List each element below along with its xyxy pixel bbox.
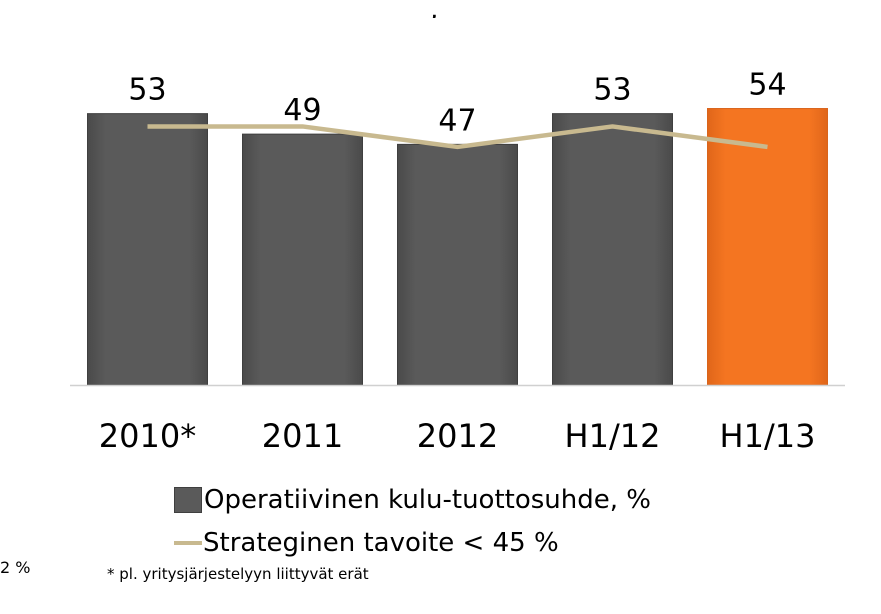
data-label-H1/12: 53 xyxy=(593,73,631,108)
bar-2011 xyxy=(242,133,363,386)
bar-H1/13 xyxy=(707,108,828,386)
category-label-H1/13: H1/13 xyxy=(720,417,816,455)
legend-item-bar: Operatiivinen kulu-tuottosuhde, % xyxy=(174,485,651,515)
category-label-2011: 2011 xyxy=(262,417,343,455)
legend-bar-swatch xyxy=(174,487,202,513)
data-label-2010*: 53 xyxy=(128,73,166,108)
chart: 53 2010* 49 2011 47 2012 53 H1/12 54 H1/13 xyxy=(70,68,845,455)
top-text-fragment: , xyxy=(430,0,439,18)
bar-2012 xyxy=(397,143,518,386)
category-label-2010*: 2010* xyxy=(99,417,196,455)
data-label-2012: 47 xyxy=(438,103,476,138)
legend-bar-label: Operatiivinen kulu-tuottosuhde, % xyxy=(204,485,651,515)
category-label-H1/12: H1/12 xyxy=(565,417,661,455)
legend-line-label: Strateginen tavoite < 45 % xyxy=(203,528,559,558)
bar-2010* xyxy=(87,113,208,386)
data-label-H1/13: 54 xyxy=(748,68,786,103)
data-label-2011: 49 xyxy=(283,93,321,128)
category-label-2012: 2012 xyxy=(417,417,498,455)
bar-H1/12 xyxy=(552,113,673,386)
left-edge-fragment: 2 % xyxy=(0,558,31,577)
target-line xyxy=(147,124,768,150)
footnote: * pl. yritysjärjestelyyn liittyvät erät xyxy=(107,565,369,583)
legend-item-line: Strateginen tavoite < 45 % xyxy=(174,528,559,558)
legend-line-swatch xyxy=(174,541,202,545)
